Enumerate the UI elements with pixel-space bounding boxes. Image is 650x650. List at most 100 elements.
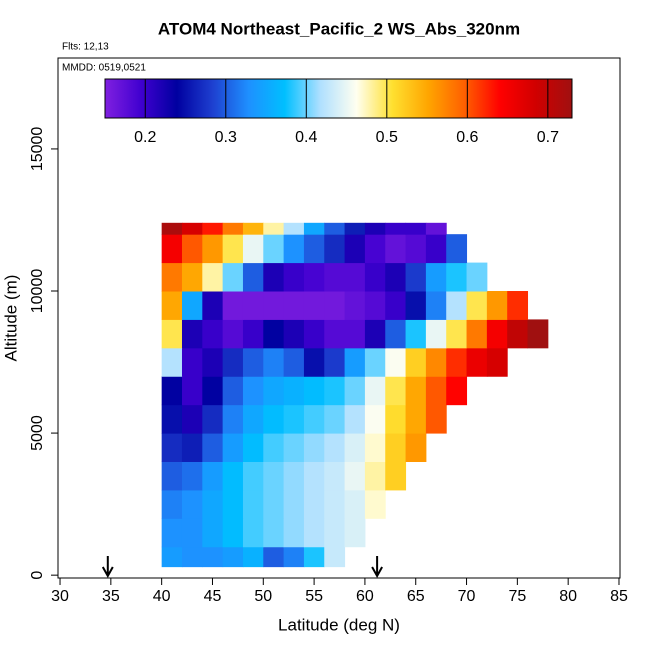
x-tick-label: 85 [610,588,628,605]
heat-cell [202,546,224,568]
heat-cell [283,262,305,292]
heat-cell [303,404,325,434]
heat-cell [446,234,468,264]
heat-cell [181,518,203,548]
heat-cell [283,347,305,377]
colorbar-tick-label: 0.6 [456,129,478,146]
heat-cell [202,319,224,349]
heat-cell [242,222,264,235]
heat-cell [486,347,508,377]
heat-cell [507,319,529,349]
heat-cell [486,319,508,349]
heat-cell [222,319,244,349]
heat-cell [242,234,264,264]
heat-cell [344,404,366,434]
heat-cell [405,262,427,292]
heat-cell [344,291,366,320]
heat-cell [405,376,427,406]
heat-cell [446,291,468,320]
y-tick-label: 0 [29,571,46,580]
colorbar-tick-label: 0.4 [295,129,317,146]
heat-cell [303,291,325,320]
heat-cell [161,489,183,519]
heat-cell [242,461,264,491]
heat-cell [344,489,366,519]
heat-cell [405,404,427,434]
heat-cell [242,291,264,320]
heat-cell [446,347,468,377]
heat-cell [303,319,325,349]
heat-cell [324,291,346,320]
heat-cell [344,433,366,462]
x-tick-label: 45 [204,588,222,605]
heat-cell [263,461,285,491]
x-tick-label: 50 [254,588,272,605]
heat-cell [324,376,346,406]
heat-cell [466,347,488,377]
heat-cell [344,234,366,264]
heat-cell [283,489,305,519]
heat-cell [364,222,386,235]
heat-cell [181,234,203,264]
heat-cell [161,262,183,292]
heat-cell [222,291,244,320]
heat-cell [161,222,183,235]
heat-cell [344,376,366,406]
heat-cell [303,222,325,235]
heat-cell [283,319,305,349]
heat-cell [385,234,407,264]
heat-cell [303,461,325,491]
colorbar [104,78,573,119]
heat-cell [263,489,285,519]
heat-cell [344,347,366,377]
heat-cell [222,404,244,434]
heat-cell [283,461,305,491]
heat-cell [527,319,549,349]
x-tick-label: 80 [559,588,577,605]
heat-cell [364,347,386,377]
heat-cell [405,433,427,462]
chart-title: ATOM4 Northeast_Pacific_2 WS_Abs_320nm [158,19,520,38]
heat-cell [283,404,305,434]
heat-cell [385,404,407,434]
heat-cell [507,291,529,320]
heat-cell [242,518,264,548]
heat-cell [222,489,244,519]
heat-cell [242,489,264,519]
heat-cell [303,546,325,568]
heat-cell [303,347,325,377]
heat-cell [161,433,183,462]
heat-cell [242,319,264,349]
heat-cell [202,376,224,406]
heat-cell [202,489,224,519]
heat-cell [242,262,264,292]
heat-cell [425,234,447,264]
x-tick-label: 55 [305,588,323,605]
heat-cell [283,518,305,548]
heat-cell [242,376,264,406]
heat-cell [263,222,285,235]
heat-cell [303,489,325,519]
flights-label: Flts: 12,13 [62,42,109,53]
heat-cell [364,291,386,320]
heat-cell [222,347,244,377]
heat-cell [364,433,386,462]
y-tick-label: 15000 [29,127,46,172]
heat-cell [202,347,224,377]
heat-cell [222,546,244,568]
heat-cell [385,262,407,292]
heat-cell [202,222,224,235]
colorbar-tick-label: 0.7 [537,129,559,146]
heat-cell [385,376,407,406]
heat-cell [385,433,407,462]
heat-cell [364,262,386,292]
heat-cell [385,347,407,377]
heat-cell [181,489,203,519]
heat-cell [303,376,325,406]
heat-cell [161,234,183,264]
heat-cell [324,461,346,491]
heat-cell [181,291,203,320]
heat-cell [263,347,285,377]
heat-cell [466,291,488,320]
x-tick-label: 65 [407,588,425,605]
